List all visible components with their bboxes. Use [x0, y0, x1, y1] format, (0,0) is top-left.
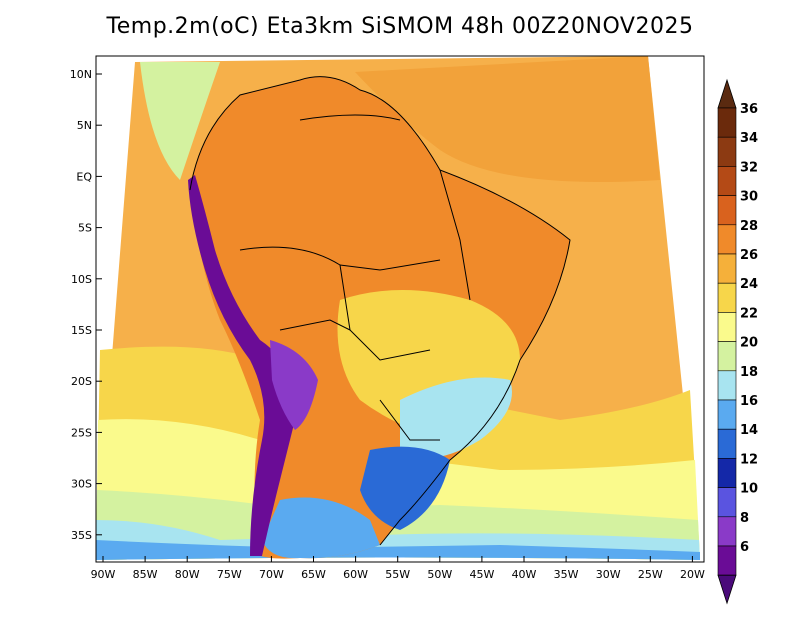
colorbar-swatch	[717, 341, 737, 372]
lon-tick-label: 65W	[301, 568, 326, 581]
colorbar-swatch	[717, 312, 737, 342]
lon-tick-label: 35W	[554, 568, 579, 581]
lat-tick-label: 5N	[77, 119, 92, 132]
longitude-axis: 90W 85W 80W 75W 70W 65W 60W 55W 50W 45W 40W 35W 30W 2…	[91, 556, 705, 581]
latitude-axis: 10N 5N EQ 5S 10S 15S 20S 25S 30S 35S	[70, 68, 102, 542]
lat-tick-label: EQ	[76, 170, 92, 183]
lat-tick-label: 10N	[70, 68, 92, 81]
colorbar-swatch	[717, 253, 737, 284]
colorbar-label: 12	[740, 452, 758, 467]
colorbar-swatch	[717, 428, 737, 459]
colorbar-label: 14	[740, 423, 758, 438]
lat-tick-label: 25S	[71, 426, 92, 439]
lat-tick-label: 10S	[71, 273, 92, 286]
colorbar-swatch	[717, 136, 737, 167]
colorbar-bottom-arrow	[717, 574, 737, 605]
colorbar-label: 30	[740, 190, 758, 205]
lat-tick-label: 5S	[78, 222, 92, 235]
lon-tick-label: 25W	[638, 568, 663, 581]
colorbar-swatch	[717, 458, 737, 488]
colorbar-swatch	[717, 107, 737, 138]
colorbar-label: 28	[740, 219, 758, 234]
colorbar-label: 20	[740, 336, 758, 351]
lat-tick-label: 35S	[71, 529, 92, 542]
lon-tick-label: 40W	[512, 568, 537, 581]
colorbar-swatch	[717, 282, 737, 313]
colorbar-top-arrow	[717, 78, 737, 109]
colorbar-label: 24	[740, 277, 758, 292]
southeast-cool	[400, 377, 512, 458]
lon-tick-label: 70W	[259, 568, 284, 581]
patagonia-cool	[262, 497, 380, 559]
colorbar-label: 36	[740, 102, 758, 117]
colorbar-swatch	[717, 224, 737, 255]
colorbar-label: 8	[740, 511, 749, 526]
colorbar-swatch	[717, 370, 737, 401]
colorbar-label: 32	[740, 160, 758, 175]
colorbar-swatch	[717, 166, 737, 196]
lat-tick-label: 30S	[71, 478, 92, 491]
colorbar-label: 6	[740, 540, 749, 555]
lon-tick-label: 50W	[427, 568, 452, 581]
lon-tick-label: 30W	[596, 568, 621, 581]
lat-tick-label: 20S	[71, 375, 92, 388]
colorbar-label: 18	[740, 365, 758, 380]
pacific-cool-area	[140, 62, 220, 180]
colorbar-swatch	[717, 487, 737, 518]
lon-tick-label: 45W	[469, 568, 494, 581]
colorbar-swatch	[717, 516, 737, 547]
country-borders	[189, 76, 571, 546]
colorbar-label: 26	[740, 248, 758, 263]
lon-tick-label: 90W	[91, 568, 116, 581]
lon-tick-label: 60W	[343, 568, 368, 581]
lat-tick-label: 15S	[71, 324, 92, 337]
lon-tick-label: 75W	[217, 568, 242, 581]
andes-cold	[188, 175, 300, 556]
lon-tick-label: 85W	[133, 568, 158, 581]
colorbar-label: 22	[740, 306, 758, 321]
map-title: Temp.2m(oC) Eta3km SiSMOM 48h 00Z20NOV20…	[106, 14, 694, 39]
colorbar-swatch	[717, 195, 737, 226]
lon-tick-label: 55W	[385, 568, 410, 581]
altiplano-cold	[270, 340, 318, 430]
southern-cool	[360, 446, 450, 530]
colorbar: 36 34 32 30 28 26 24 22 20 18 16 14 12 10 8 6	[717, 78, 758, 605]
colorbar-swatch	[717, 399, 737, 430]
lon-tick-label: 80W	[175, 568, 200, 581]
colorbar-label: 10	[740, 482, 758, 497]
ocean-warm-band	[355, 56, 660, 182]
colorbar-label: 34	[740, 131, 758, 146]
colorbar-label: 16	[740, 394, 758, 409]
colorbar-swatch	[717, 545, 737, 576]
lon-tick-label: 20W	[680, 568, 705, 581]
ocean-band-18	[96, 540, 700, 560]
map-frame	[95, 55, 705, 563]
